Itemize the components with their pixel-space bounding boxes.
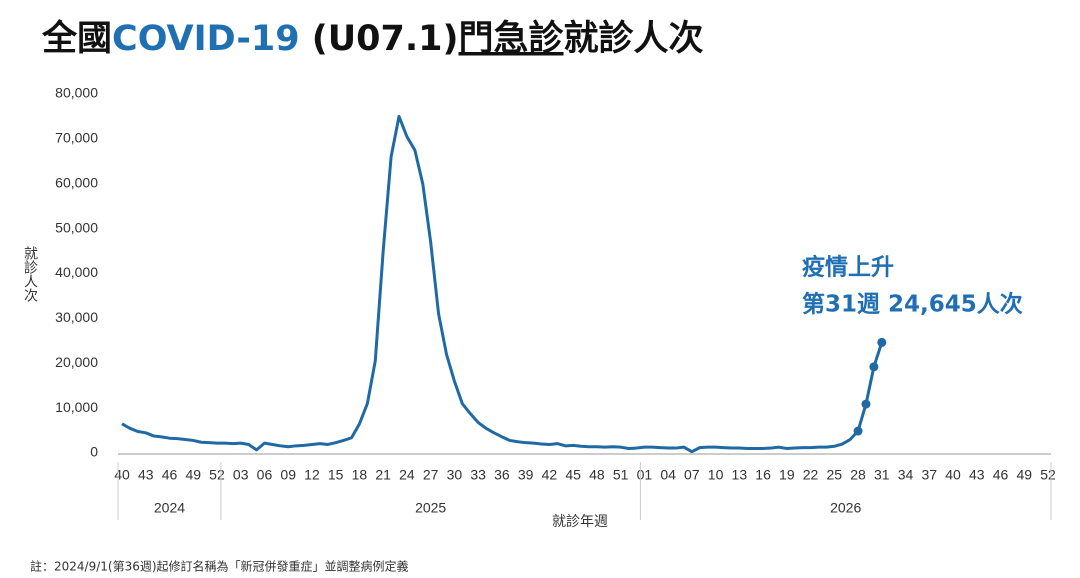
y-tick-label: 40,000 [55,264,98,280]
x-tick-label: 43 [969,467,985,483]
x-tick-label: 48 [589,467,605,483]
x-tick-label: 49 [1016,467,1032,483]
year-label: 2025 [415,500,446,516]
x-tick-label: 46 [993,467,1009,483]
x-tick-label: 06 [257,467,273,483]
x-tick-label: 25 [827,467,843,483]
y-tick-label: 20,000 [55,354,98,370]
y-tick-label: 50,000 [55,219,98,235]
data-line [121,114,884,454]
x-tick-label: 52 [209,467,225,483]
x-tick-label: 36 [494,467,510,483]
data-point [861,399,871,409]
x-axis-label: 就診年週 [552,514,608,530]
x-tick-label: 18 [352,467,368,483]
y-tick-label: 70,000 [55,130,98,146]
x-tick-label: 27 [423,467,439,483]
x-tick-label: 10 [708,467,724,483]
x-tick-label: 04 [660,467,676,483]
data-point [869,362,879,372]
x-tick-label: 49 [185,467,201,483]
x-tick-label: 52 [1040,467,1056,483]
title-part: (U07.1) [300,19,459,59]
x-tick-label: 09 [280,467,296,483]
y-tick-label: 80,000 [55,85,98,101]
x-tick-label: 15 [328,467,344,483]
x-tick-label: 42 [542,467,558,483]
y-tick-label: 0 [90,444,98,460]
x-tick-label: 21 [375,467,391,483]
x-tick-label: 13 [732,467,748,483]
data-point [853,426,863,436]
x-tick-label: 16 [755,467,771,483]
x-tick-label: 12 [304,467,320,483]
x-tick-label: 31 [874,467,890,483]
x-tick-label: 40 [114,467,130,483]
x-tick-label: 28 [850,467,866,483]
x-tick-label: 24 [399,467,415,483]
x-tick-label: 19 [779,467,795,483]
x-tick-label: 40 [945,467,961,483]
x-tick-label: 03 [233,467,249,483]
y-tick-label: 10,000 [55,399,98,415]
x-tick-label: 51 [613,467,629,483]
x-tick-label: 30 [447,467,463,483]
chart-title: 全國COVID-19 (U07.1)門急診就診人次 [41,18,704,59]
y-axis-label: 就診人次 [22,246,38,302]
x-tick-label: 33 [470,467,486,483]
x-tick-label: 34 [898,467,914,483]
x-tick-label: 07 [684,467,700,483]
title-part: 全國 [41,18,112,59]
y-tick-label: 60,000 [55,174,98,190]
y-tick-label: 30,000 [55,309,98,325]
annotation: 第31週 24,645人次 [802,291,1023,318]
annotation: 疫情上升 [802,254,894,281]
title-part: 門急診 [459,19,565,59]
title-part: 就診人次 [564,19,704,59]
data-point [877,337,887,347]
footnote: 註：2024/9/1(第36週)起修訂名稱為「新冠併發重症」並調整病例定義 [30,559,409,574]
year-label: 2026 [830,500,861,516]
x-tick-label: 37 [921,467,937,483]
x-tick-label: 01 [637,467,653,483]
x-tick-label: 22 [803,467,819,483]
year-label: 2024 [154,500,185,516]
x-tick-label: 46 [162,467,178,483]
x-tick-label: 43 [138,467,154,483]
title-part: COVID-19 [112,19,300,59]
x-tick-label: 39 [518,467,534,483]
x-tick-label: 45 [565,467,581,483]
